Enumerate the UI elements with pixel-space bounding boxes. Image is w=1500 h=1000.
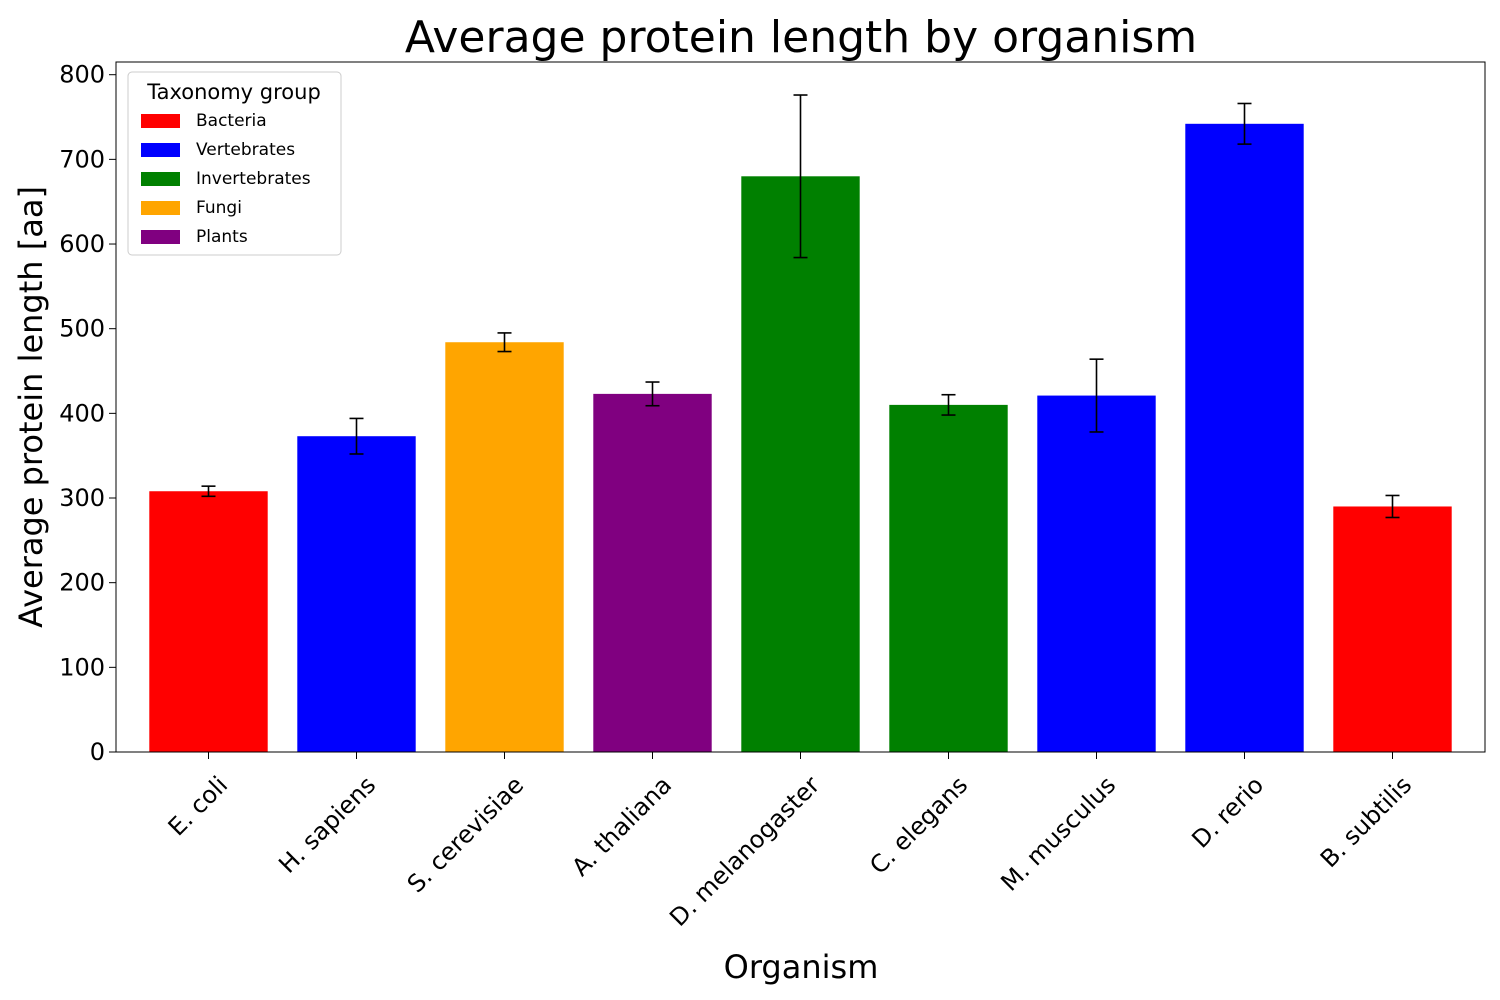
y-tick-label: 500: [59, 315, 105, 343]
legend-swatch: [141, 172, 180, 186]
chart-title: Average protein length by organism: [405, 12, 1197, 63]
legend-label: Bacteria: [196, 111, 267, 131]
bar-h-sapiens: [297, 436, 416, 752]
y-tick-label: 800: [59, 61, 105, 89]
bar-c-elegans: [889, 404, 1008, 752]
legend-item: Vertebrates: [141, 140, 295, 160]
error-bar: [349, 417, 364, 455]
legend-label: Fungi: [196, 198, 242, 218]
y-tick-label: 300: [59, 484, 105, 512]
bar-e-coli: [149, 491, 268, 752]
bar-m-musculus: [1037, 395, 1156, 752]
error-bar: [941, 393, 956, 416]
error-bar: [793, 94, 808, 259]
x-tick-label: C. elegans: [864, 771, 973, 880]
legend: Taxonomy group Bacteria Vertebrates Invert…: [127, 71, 342, 256]
error-bar: [1385, 494, 1400, 519]
x-tick-label: E. coli: [163, 771, 233, 841]
bars-layer: [149, 123, 1452, 752]
legend-item: Fungi: [141, 198, 242, 218]
bar-d-rerio: [1185, 123, 1304, 752]
x-tick-label: D. rerio: [1186, 771, 1269, 854]
legend-swatch: [141, 114, 180, 128]
y-axis: 0 100 200 300 400 500 600 700 800: [59, 61, 116, 766]
y-tick-label: 400: [59, 399, 105, 427]
error-bars-layer: [201, 94, 1400, 519]
x-tick-label: A. thaliana: [566, 771, 677, 882]
legend-box: [127, 71, 342, 256]
error-bar: [201, 485, 216, 498]
bar-b-subtilis: [1333, 506, 1452, 752]
error-bar: [1089, 358, 1104, 433]
legend-label: Vertebrates: [196, 140, 295, 160]
error-bar: [1237, 102, 1252, 145]
bar-d-melanogaster: [741, 176, 860, 752]
x-tick-label: D. melanogaster: [664, 771, 825, 932]
x-tick-label: M. musculus: [995, 771, 1121, 897]
x-tick-label: B. subtilis: [1315, 771, 1417, 873]
legend-swatch: [141, 143, 180, 157]
legend-label: Plants: [196, 227, 248, 247]
y-axis-title: Average protein length [aa]: [12, 186, 50, 628]
x-tick-label: S. cerevisiae: [402, 771, 529, 898]
legend-label: Invertebrates: [196, 169, 311, 189]
error-bar: [497, 332, 512, 353]
x-tick-label: H. sapiens: [273, 771, 381, 879]
legend-item: Bacteria: [141, 111, 267, 131]
legend-item: Plants: [141, 227, 248, 247]
x-axis-title: Organism: [724, 948, 879, 986]
x-axis: E. coli H. sapiens S. cerevisiae A. thalian…: [163, 752, 1417, 932]
legend-item: Invertebrates: [141, 169, 311, 189]
legend-swatch: [141, 201, 180, 215]
legend-swatch: [141, 230, 180, 244]
error-bar: [645, 381, 660, 407]
legend-title: Taxonomy group: [146, 80, 321, 104]
y-tick-label: 700: [59, 145, 105, 173]
bar-s-cerevisiae: [445, 342, 564, 752]
y-tick-label: 600: [59, 230, 105, 258]
y-tick-label: 0: [90, 738, 105, 766]
y-tick-label: 200: [59, 569, 105, 597]
y-tick-label: 100: [59, 653, 105, 681]
bar-a-thaliana: [593, 393, 712, 752]
